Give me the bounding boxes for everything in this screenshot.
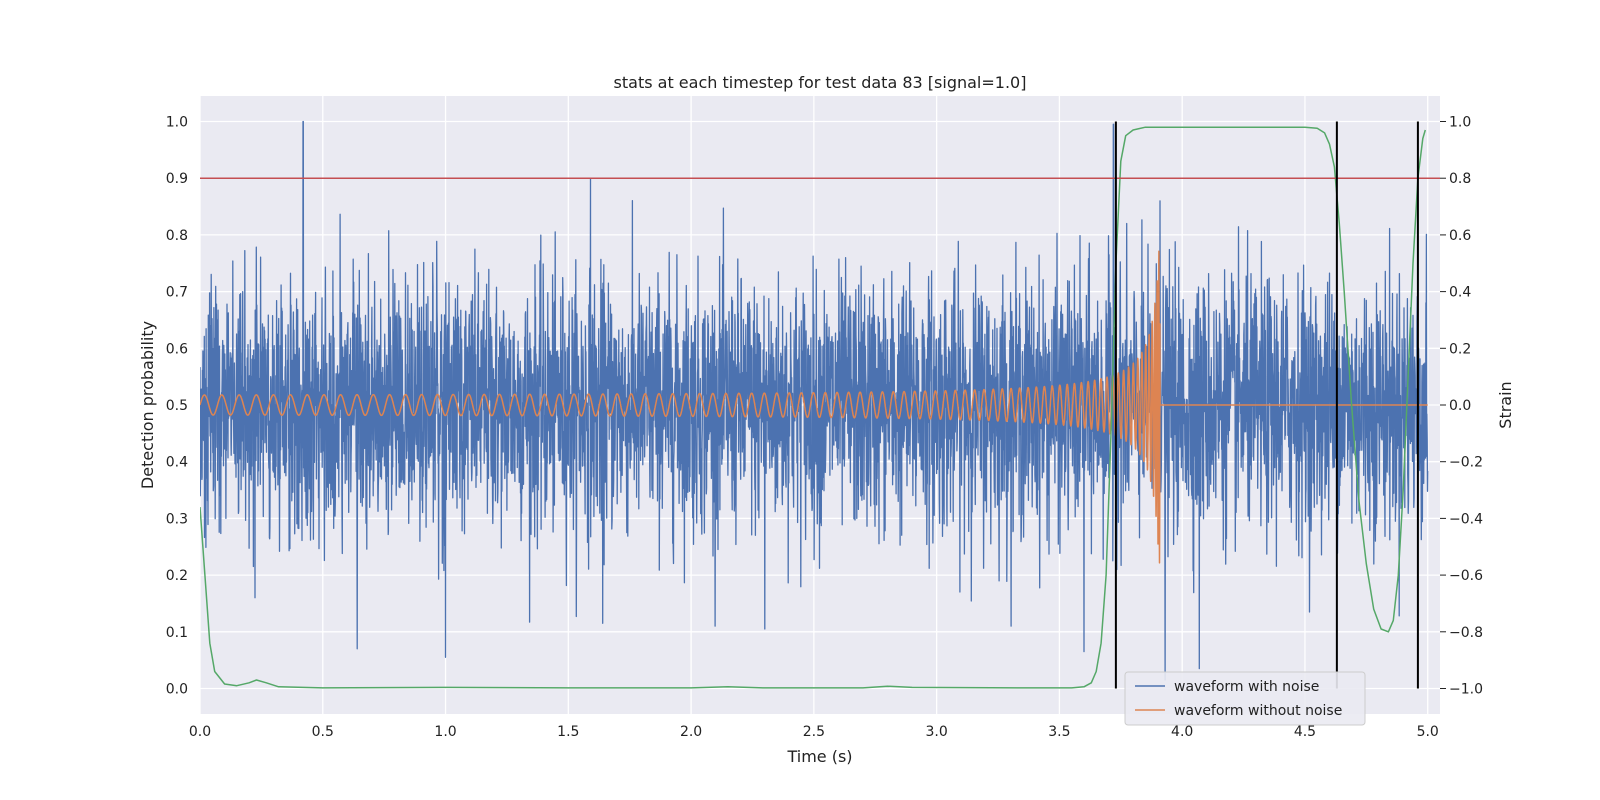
y2-tick-label: −0.8: [1449, 625, 1483, 641]
y-tick-label: 0.1: [166, 625, 188, 641]
y2-tick-label: −1.0: [1449, 681, 1483, 697]
x-axis-label: Time (s): [786, 747, 852, 766]
x-ticks: 0.0 0.5 1.0 1.5 2.0 2.5 3.0 3.5 4.0 4.5 5.0: [189, 724, 1439, 740]
y-tick-label: 0.3: [166, 511, 188, 527]
x-tick-label: 1.0: [434, 724, 456, 740]
waveform-with-noise-line: [200, 120, 1429, 681]
y-tick-label: 1.0: [166, 115, 188, 131]
legend-label-without-noise: waveform without noise: [1174, 703, 1342, 719]
x-tick-label: 4.5: [1294, 724, 1316, 740]
y2-tick-label: 1.0: [1449, 115, 1471, 131]
x-tick-label: 4.0: [1171, 724, 1193, 740]
y2-tick-label: −0.6: [1449, 568, 1483, 584]
chart-title: stats at each timestep for test data 83 …: [614, 73, 1027, 92]
x-tick-label: 2.0: [680, 724, 702, 740]
y2-ticks: −1.0 −0.8 −0.6 −0.4 −0.2 0.0 0.2 0.4 0.6 0.8 1.0: [1440, 115, 1483, 697]
y2-tick-label: 0.0: [1449, 398, 1471, 414]
y-tick-label: 0.5: [166, 398, 188, 414]
y2-tick-label: 0.6: [1449, 228, 1471, 244]
x-tick-label: 1.5: [557, 724, 579, 740]
x-tick-label: 5.0: [1417, 724, 1439, 740]
y2-tick-label: 0.8: [1449, 171, 1471, 187]
y2-tick-label: −0.4: [1449, 511, 1483, 527]
x-tick-label: 0.5: [312, 724, 334, 740]
y-tick-label: 0.6: [166, 341, 188, 357]
x-tick-label: 0.0: [189, 724, 211, 740]
legend-label-with-noise: waveform with noise: [1174, 679, 1319, 695]
y-tick-label: 0.4: [166, 455, 188, 471]
y2-tick-label: 0.4: [1449, 285, 1471, 301]
y2-axis-label: Strain: [1496, 381, 1515, 428]
x-tick-label: 2.5: [803, 724, 825, 740]
y-tick-label: 0.7: [166, 285, 188, 301]
legend: waveform with noise waveform without noi…: [1124, 671, 1366, 726]
y2-tick-label: 0.2: [1449, 341, 1471, 357]
x-tick-label: 3.5: [1048, 724, 1070, 740]
y-tick-label: 0.8: [166, 228, 188, 244]
y-tick-label: 0.2: [166, 568, 188, 584]
legend-box: [1124, 671, 1366, 726]
vertical-markers: [1114, 121, 1419, 689]
x-tick-label: 3.0: [926, 724, 948, 740]
series-layer: [200, 120, 1440, 689]
y-ticks: 0.0 0.1 0.2 0.3 0.4 0.5 0.6 0.7 0.8 0.9 1.0: [166, 115, 188, 698]
waveform-without-noise-line: [200, 250, 1429, 564]
y-tick-label: 0.9: [166, 171, 188, 187]
y2-tick-label: −0.2: [1449, 455, 1483, 471]
y-tick-label: 0.0: [166, 681, 188, 697]
y-axis-label: Detection probability: [138, 321, 157, 489]
detection-probability-line: [200, 126, 1427, 689]
